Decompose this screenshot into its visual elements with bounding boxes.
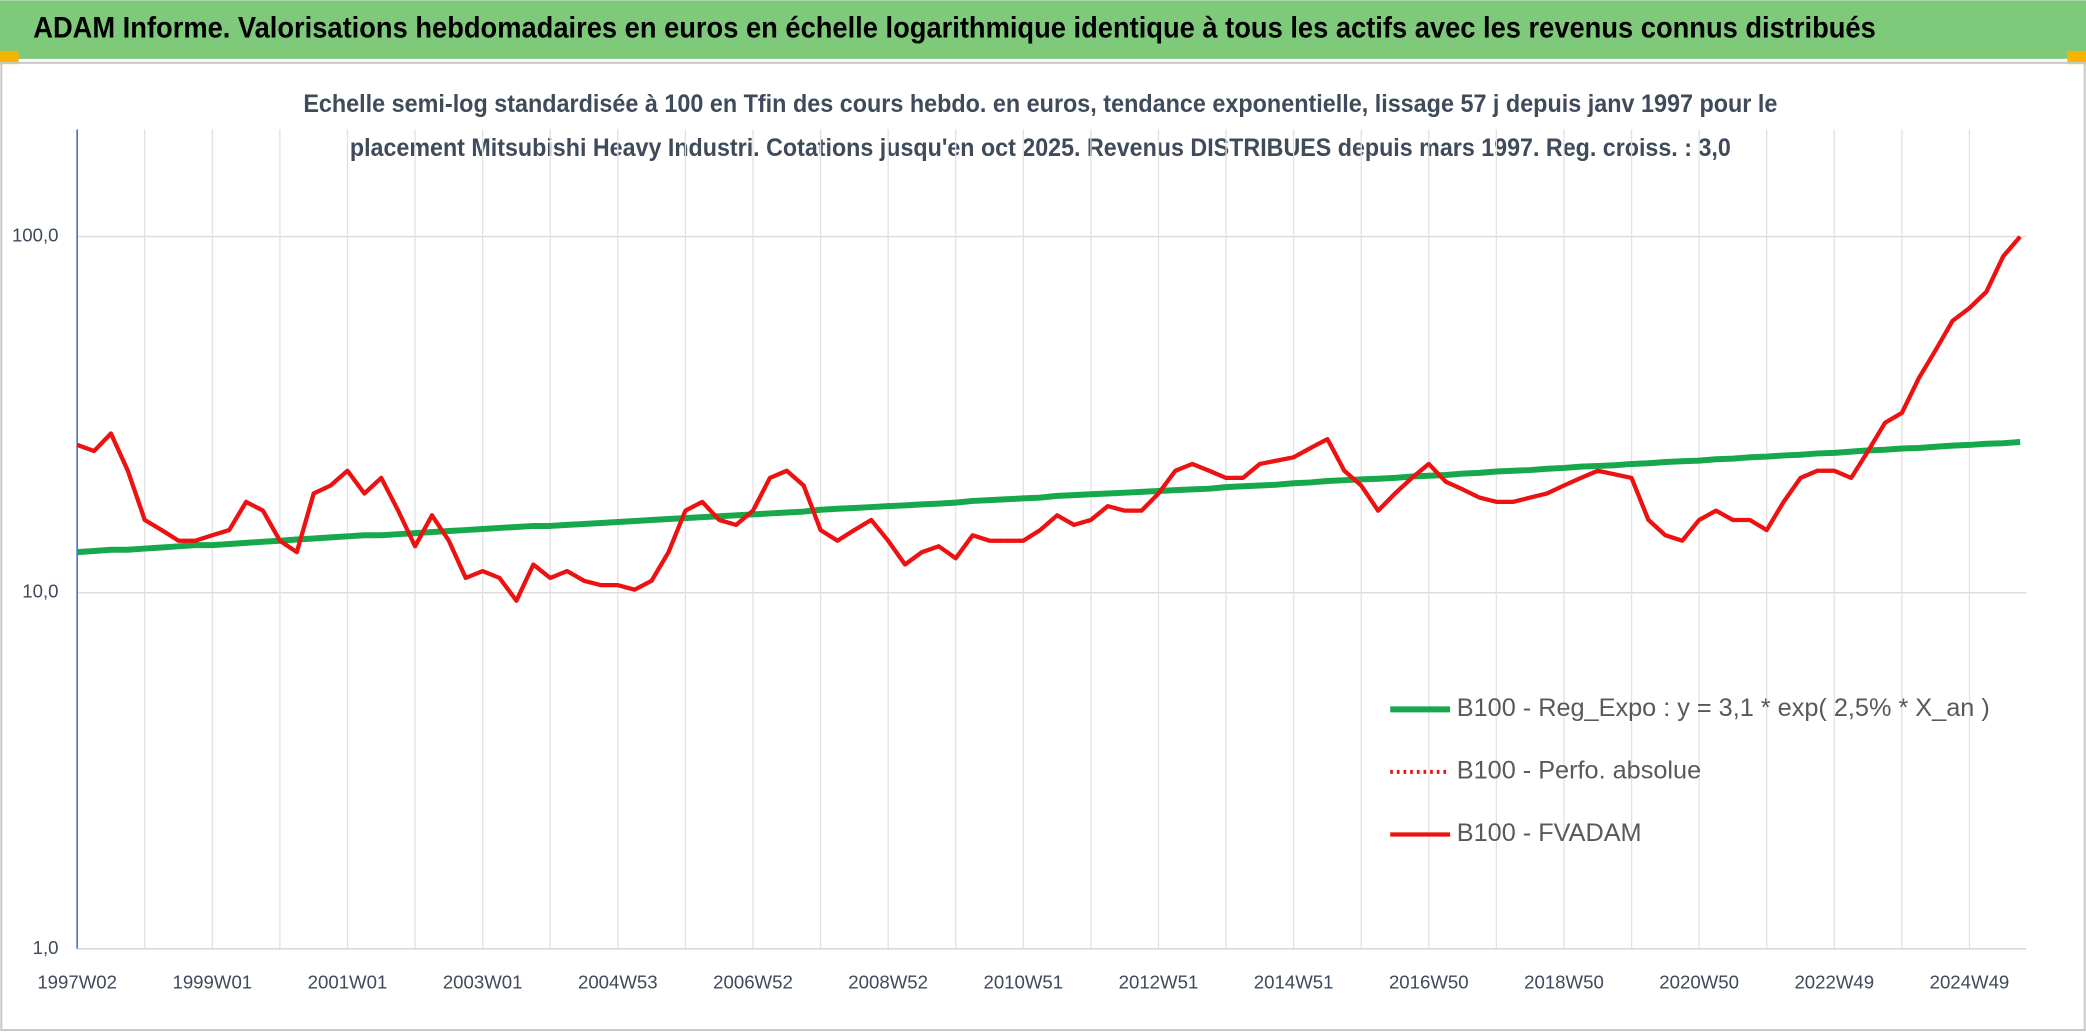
x-tick-label: 2001W01 xyxy=(308,971,388,992)
corner xyxy=(0,50,19,65)
x-tick-label: 2024W49 xyxy=(1930,971,2010,992)
x-tick-label: 1999W01 xyxy=(172,971,252,992)
y-tick-label: 100,0 xyxy=(12,224,59,245)
x-tick-label: 2020W50 xyxy=(1659,971,1739,992)
x-tick-label: 2004W53 xyxy=(578,971,658,992)
legend-label: B100 - FVADAM xyxy=(1457,819,1642,847)
legend-label: B100 - Reg_Expo : y = 3,1 * exp( 2,5% * … xyxy=(1457,694,1990,722)
plot xyxy=(76,235,2022,603)
series-line xyxy=(76,235,2022,603)
legend-label: B100 - Perfo. absolue xyxy=(1457,757,1701,785)
y-tick-label: 10,0 xyxy=(22,581,58,602)
x-tick-label: 2003W01 xyxy=(443,971,523,992)
x-tick-label: 1997W02 xyxy=(37,971,117,992)
x-tick-label: 2022W49 xyxy=(1794,971,1874,992)
x-tick-label: 2016W50 xyxy=(1389,971,1469,992)
corner xyxy=(2067,50,2086,65)
subtitle: Echelle semi-log standardisée à 100 en T… xyxy=(303,90,1777,118)
header-bar xyxy=(0,0,2086,59)
x-tick-label: 2006W52 xyxy=(713,971,793,992)
series-line xyxy=(76,439,2021,556)
subtitle: placement Mitsubishi Heavy Industri. Cot… xyxy=(350,134,1731,162)
x-tick-label: 2010W51 xyxy=(983,971,1063,992)
x-tick-label: 2014W51 xyxy=(1254,971,1334,992)
x-tick-label: 2008W52 xyxy=(848,971,928,992)
grid: 1,0 10,0 100,0 1997W02 1999W01 2001W01 2003W01… xyxy=(12,129,2027,992)
header-title: ADAM Informe. Valorisations hebdomadaire… xyxy=(33,12,1876,44)
chart-frame xyxy=(0,61,2086,1032)
y-tick-label: 1,0 xyxy=(33,937,59,958)
x-tick-label: 2018W50 xyxy=(1524,971,1604,992)
x-tick-label: 2012W51 xyxy=(1119,971,1199,992)
legend: B100 - Reg_Expo : y = 3,1 * exp( 2,5% * … xyxy=(1390,694,1990,847)
